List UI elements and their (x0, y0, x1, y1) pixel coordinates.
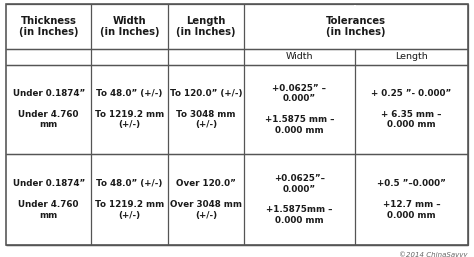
Text: Width
(in Inches): Width (in Inches) (100, 16, 159, 37)
Text: + 0.25 ”- 0.000”

+ 6.35 mm –
0.000 mm: + 0.25 ”- 0.000” + 6.35 mm – 0.000 mm (371, 89, 452, 130)
Text: To 48.0” (+/-)

To 1219.2 mm
(+/-): To 48.0” (+/-) To 1219.2 mm (+/-) (95, 179, 164, 220)
Text: +0.0625” –
0.000”

+1.5875 mm –
0.000 mm: +0.0625” – 0.000” +1.5875 mm – 0.000 mm (264, 84, 334, 135)
Text: Tolerances
(in Inches): Tolerances (in Inches) (326, 16, 386, 37)
Text: Thickness
(in Inches): Thickness (in Inches) (19, 16, 79, 37)
Text: +0.0625”–
0.000”

+1.5875mm –
0.000 mm: +0.0625”– 0.000” +1.5875mm – 0.000 mm (266, 174, 333, 225)
Text: Width: Width (286, 52, 313, 61)
Text: Length: Length (395, 52, 428, 61)
Text: Over 120.0”

Over 3048 mm
(+/-): Over 120.0” Over 3048 mm (+/-) (170, 179, 242, 220)
Text: Length
(in Inches): Length (in Inches) (176, 16, 236, 37)
Text: To 120.0” (+/-)

To 3048 mm
(+/-): To 120.0” (+/-) To 3048 mm (+/-) (170, 89, 242, 130)
Text: +0.5 ”–0.000”

+12.7 mm –
0.000 mm: +0.5 ”–0.000” +12.7 mm – 0.000 mm (377, 179, 446, 220)
Text: Under 0.1874”

Under 4.760
mm: Under 0.1874” Under 4.760 mm (13, 179, 85, 220)
Text: To 48.0” (+/-)

To 1219.2 mm
(+/-): To 48.0” (+/-) To 1219.2 mm (+/-) (95, 89, 164, 130)
Text: ©2014 ChinaSavvy: ©2014 ChinaSavvy (400, 251, 468, 257)
Bar (354, 5, 356, 48)
Text: Under 0.1874”

Under 4.760
mm: Under 0.1874” Under 4.760 mm (13, 89, 85, 130)
